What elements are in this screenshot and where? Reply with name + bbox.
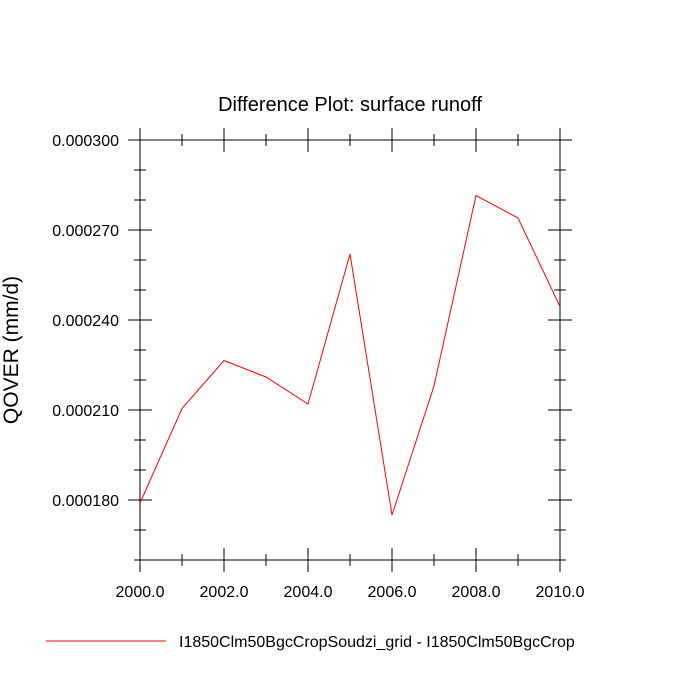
x-tick-labels: 2000.0 2002.0 2004.0 2006.0 2008.0 2010.0 — [116, 584, 585, 601]
legend-label: I1850Clm50BgcCropSoudzi_grid - I1850Clm5… — [179, 634, 575, 651]
y-axis-label: QOVER (mm/d) — [0, 276, 23, 424]
y-tick-label: 0.000180 — [52, 493, 119, 510]
x-tick-label: 2008.0 — [452, 584, 501, 601]
legend: I1850Clm50BgcCropSoudzi_grid - I1850Clm5… — [46, 634, 575, 651]
y-tick-labels: 0.000180 0.000210 0.000240 0.000270 0.000300 — [52, 133, 119, 510]
x-tick-label: 2010.0 — [536, 584, 585, 601]
x-tick-label: 2006.0 — [368, 584, 417, 601]
x-tick-label: 2000.0 — [116, 584, 165, 601]
axis-ticks — [128, 128, 572, 572]
series-line-0 — [140, 194, 560, 516]
y-tick-label: 0.000300 — [52, 133, 119, 150]
y-tick-label: 0.000270 — [52, 223, 119, 240]
plot-frame — [139, 139, 561, 561]
series-group — [140, 194, 560, 516]
y-tick-label: 0.000210 — [52, 403, 119, 420]
y-tick-label: 0.000240 — [52, 313, 119, 330]
x-tick-label: 2004.0 — [284, 584, 333, 601]
chart-title: Difference Plot: surface runoff — [218, 94, 482, 116]
x-tick-label: 2002.0 — [200, 584, 249, 601]
